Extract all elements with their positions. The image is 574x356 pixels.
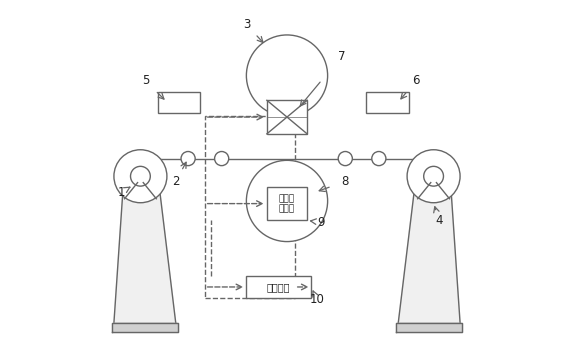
FancyBboxPatch shape (158, 92, 200, 112)
Polygon shape (397, 323, 462, 332)
Circle shape (407, 150, 460, 203)
Polygon shape (398, 157, 460, 323)
FancyBboxPatch shape (246, 276, 311, 298)
Text: 10: 10 (309, 293, 324, 307)
Circle shape (338, 152, 352, 166)
FancyBboxPatch shape (266, 187, 308, 220)
Text: 6: 6 (412, 74, 420, 87)
Text: 2: 2 (172, 175, 180, 188)
Circle shape (246, 35, 328, 116)
Circle shape (215, 152, 228, 166)
FancyBboxPatch shape (267, 100, 307, 134)
Circle shape (181, 152, 195, 166)
FancyBboxPatch shape (366, 92, 409, 112)
Circle shape (372, 152, 386, 166)
Text: 3: 3 (243, 18, 250, 31)
Circle shape (114, 150, 167, 203)
Text: 9: 9 (317, 216, 324, 229)
Text: 4: 4 (435, 214, 443, 227)
Polygon shape (114, 157, 176, 323)
Circle shape (246, 160, 328, 242)
Text: 7: 7 (338, 49, 346, 63)
Text: 1: 1 (118, 185, 126, 199)
Text: 控制装置: 控制装置 (267, 282, 290, 292)
Text: 压力调
整机构: 压力调 整机构 (279, 194, 295, 213)
Text: 8: 8 (342, 175, 349, 188)
Polygon shape (112, 323, 177, 332)
Text: 5: 5 (142, 74, 149, 87)
